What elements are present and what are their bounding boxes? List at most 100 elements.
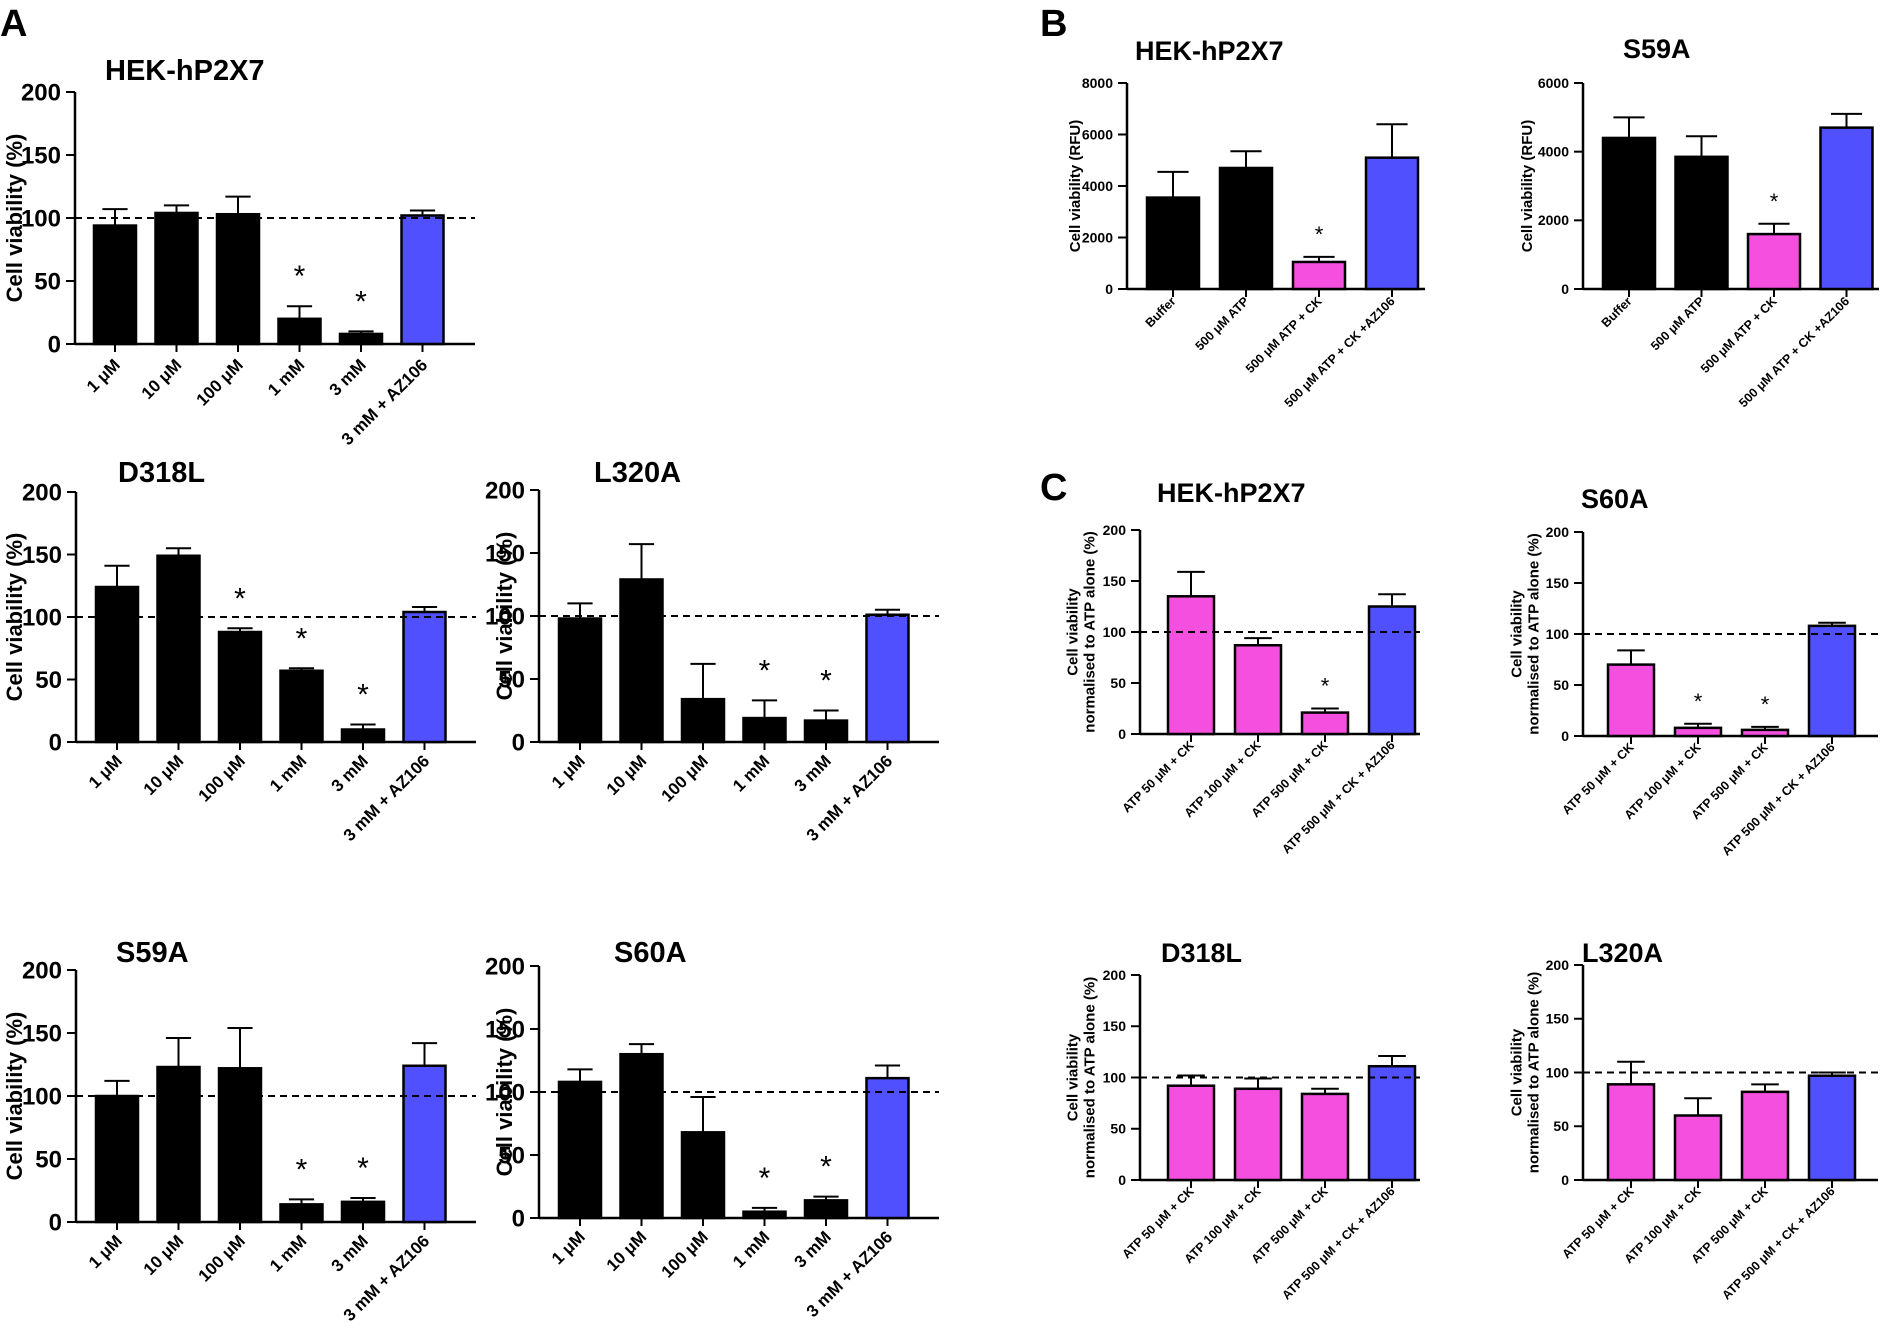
y-tick-label: 150 <box>1546 1011 1570 1027</box>
bar <box>1746 232 1802 291</box>
chart-title: HEK-hP2X7 <box>1157 478 1306 508</box>
bar <box>1145 196 1201 291</box>
significance-star: * <box>759 654 771 687</box>
y-tick-label: 4000 <box>1082 178 1113 194</box>
bar <box>1364 156 1420 291</box>
category-label: 100 μM <box>658 751 712 805</box>
bar <box>1807 624 1857 738</box>
bar <box>1673 1114 1723 1182</box>
bar <box>400 214 445 346</box>
bar <box>1166 1084 1216 1182</box>
y-tick-label: 50 <box>1553 677 1569 693</box>
bar <box>277 317 322 346</box>
bar <box>217 1067 263 1224</box>
y-tick-label: 200 <box>485 477 525 504</box>
panel-label-b: B <box>1040 3 1067 45</box>
bar <box>402 1064 447 1224</box>
bar <box>217 630 263 744</box>
significance-star: * <box>294 260 306 293</box>
category-label: 10 μM <box>138 355 186 403</box>
category-label: 1 μM <box>548 751 589 792</box>
significance-star: * <box>1761 692 1770 717</box>
bar <box>1606 1083 1656 1182</box>
y-tick-label: 200 <box>21 79 61 106</box>
chart-b1: HEK-hP2X7 Cell viability (RFU) 0 2000 4000 60… <box>1067 36 1425 410</box>
bar <box>803 1199 849 1220</box>
bar <box>619 578 664 744</box>
bar <box>1740 728 1790 738</box>
chart-a2: D318L Cell viability (%) 0 50 100 150 200 1 μM 1… <box>2 457 476 845</box>
significance-star: * <box>296 1153 308 1186</box>
chart-a4: S59A Cell viability (%) 0 50 100 150 200 1 μM 10… <box>2 937 476 1325</box>
significance-star: * <box>1315 222 1324 247</box>
category-label: 3 mM <box>328 1231 372 1275</box>
y-tick-label: 200 <box>1103 522 1127 538</box>
chart-b2: S59A Cell viability (RFU) 0 2000 4000 6000 Buf… <box>1519 34 1879 410</box>
category-label: 3 mM <box>326 355 370 399</box>
bar <box>1674 155 1729 291</box>
y-tick-label: 0 <box>1118 726 1126 742</box>
category-label: 100 μM <box>195 751 249 805</box>
category-label: ATP 50 μM + CK <box>1560 1184 1637 1261</box>
category-label: 1 mM <box>266 751 310 795</box>
bar <box>865 1076 910 1220</box>
y-tick-label: 2000 <box>1538 212 1569 228</box>
category-label: 1 μM <box>548 1227 589 1268</box>
bar <box>156 1065 201 1224</box>
bar <box>1367 1064 1417 1182</box>
chart-title: L320A <box>1582 938 1663 968</box>
y-tick-label: 200 <box>22 957 62 984</box>
y-tick-label: 8000 <box>1082 75 1113 91</box>
bar <box>215 212 261 346</box>
category-label: ATP 500 μM + CK + AZ106 <box>1279 1184 1397 1302</box>
y-tick-label: 150 <box>485 1016 525 1043</box>
y-tick-label: 0 <box>512 729 525 756</box>
y-tick-label: 0 <box>1561 281 1569 297</box>
y-axis-label: Cell viability (%) <box>2 134 27 303</box>
y-tick-label: 100 <box>485 1079 525 1106</box>
category-label: ATP 500 μM + CK + AZ106 <box>1279 738 1397 856</box>
y-tick-label: 100 <box>22 1083 62 1110</box>
y-tick-label: 0 <box>512 1205 525 1232</box>
bar <box>680 1131 726 1220</box>
chart-c2: S60A Cell viabilitynormalised to ATP alon… <box>1508 484 1878 859</box>
category-label: ATP 50 μM + CK <box>1120 1184 1197 1261</box>
bar <box>1367 605 1417 736</box>
bar <box>338 332 384 346</box>
significance-star: * <box>820 665 832 698</box>
bar <box>1606 663 1656 738</box>
category-label: 1 μM <box>85 751 126 792</box>
y-tick-label: 100 <box>485 603 525 630</box>
category-label: Buffer <box>1143 294 1179 330</box>
y-tick-label: 150 <box>21 142 61 169</box>
category-label: 1 mM <box>729 751 773 795</box>
category-label: ATP 500 μM + CK + AZ106 <box>1719 1184 1837 1302</box>
chart-title: D318L <box>1161 938 1242 968</box>
significance-star: * <box>759 1162 771 1195</box>
y-tick-label: 200 <box>485 953 525 980</box>
bar <box>279 669 324 744</box>
significance-star: * <box>820 1151 832 1184</box>
bar <box>557 617 603 744</box>
y-axis-label: Cell viabilitynormalised to ATP alone (%… <box>1508 533 1542 734</box>
category-label: 1 μM <box>83 355 124 396</box>
significance-star: * <box>1694 689 1703 714</box>
category-label: 500 μM ATP <box>1193 294 1252 353</box>
category-label: 1 μM <box>85 1231 126 1272</box>
significance-star: * <box>1770 189 1779 214</box>
significance-star: * <box>1321 674 1330 699</box>
chart-title: L320A <box>594 457 681 489</box>
chart-a1: HEK-hP2X7 Cell viability (%) 0 50 100 150 200 1… <box>2 55 475 449</box>
y-tick-label: 100 <box>1103 1069 1127 1085</box>
y-tick-label: 0 <box>49 1209 62 1236</box>
y-axis-label: Cell viability (%) <box>492 1008 517 1177</box>
y-tick-label: 150 <box>485 540 525 567</box>
y-tick-label: 0 <box>1118 1172 1126 1188</box>
y-tick-label: 150 <box>22 1020 62 1047</box>
bar <box>94 585 140 744</box>
y-tick-label: 150 <box>22 542 62 569</box>
y-tick-label: 50 <box>35 1146 62 1173</box>
category-label: 500 μM ATP + CK <box>1243 294 1325 376</box>
y-tick-label: 4000 <box>1538 144 1569 160</box>
bar <box>279 1203 324 1224</box>
